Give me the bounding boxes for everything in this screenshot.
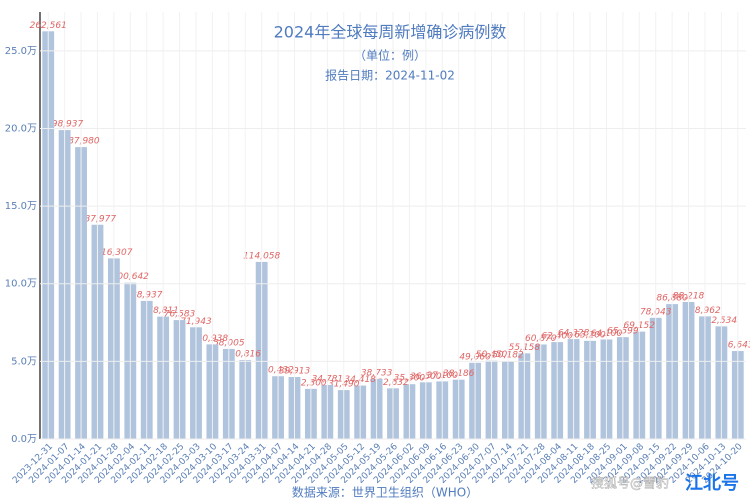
y-tick-label: 5.0万 xyxy=(11,356,37,367)
chart-title: 2024年全球每周新增确诊病例数 xyxy=(274,23,507,42)
y-tick-label: 25.0万 xyxy=(5,46,37,57)
watermark: 搜狐号@雪豹 xyxy=(591,477,669,492)
watermark-brand: 江北号 xyxy=(685,473,739,494)
chart-subtitle: （单位：例） xyxy=(354,48,426,63)
y-tick-label: 0.0万 xyxy=(11,434,37,445)
report-date: 报告日期：2024-11-02 xyxy=(325,68,455,83)
value-label: 56,643 xyxy=(722,341,750,351)
y-tick-label: 20.0万 xyxy=(5,123,37,134)
y-tick-label: 15.0万 xyxy=(5,201,37,212)
y-tick-label: 10.0万 xyxy=(5,279,37,290)
x-axis-title: 数据来源：世界卫生组织（WHO） xyxy=(292,485,478,500)
